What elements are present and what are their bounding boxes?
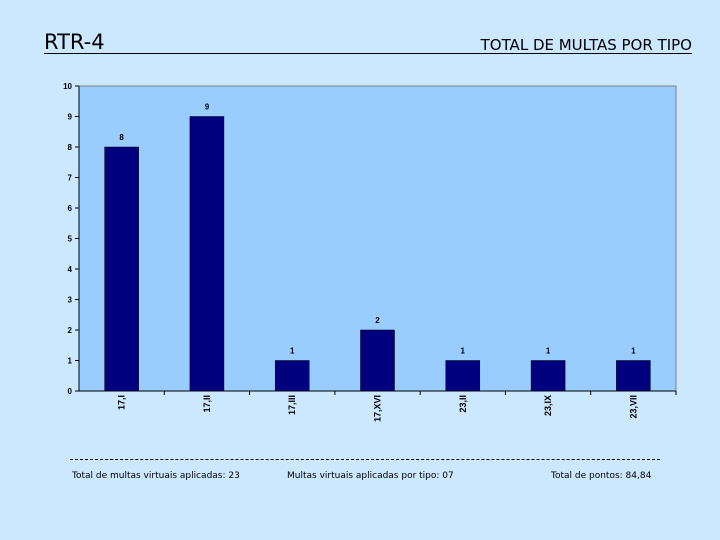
y-tick-label: 0 [68, 387, 73, 396]
slide-title: RTR-4 [44, 30, 105, 54]
x-tick-label: 17,II [202, 395, 212, 413]
y-tick-label: 1 [68, 357, 73, 366]
bar [530, 360, 566, 392]
footer-total-pontos: Total de pontos: 84,84 [551, 471, 652, 481]
bar [616, 360, 651, 392]
x-tick-label: 17,III [287, 395, 297, 415]
x-tick-label: 17,I [117, 395, 127, 410]
data-label: 2 [375, 316, 380, 325]
y-tick-label: 7 [68, 174, 73, 183]
bar [189, 116, 225, 392]
y-tick-label: 10 [63, 82, 72, 91]
bar [445, 360, 481, 392]
y-tick-label: 5 [68, 235, 73, 244]
bar-chart: 0 1 2 3 4 5 6 7 8 9 10 8 17,I 9 17,II 1 17,III 2 17,XVI 1 23… [63, 82, 677, 422]
y-tick-label: 8 [68, 143, 73, 152]
data-label: 1 [631, 347, 636, 356]
data-label: 9 [205, 103, 210, 112]
y-tick-label: 9 [68, 113, 73, 122]
footer-rule [70, 459, 660, 460]
x-tick-label: 23,IX [543, 395, 553, 416]
footer-total-multas: Total de multas virtuais aplicadas: 23 [72, 471, 240, 481]
y-tick-label: 6 [68, 204, 73, 213]
bar [104, 146, 139, 392]
x-tick-label: 23,VII [628, 395, 638, 419]
x-tick-label: 17,XVI [373, 395, 383, 422]
header-rule [44, 53, 692, 54]
y-tick-label: 2 [68, 326, 73, 335]
bar [360, 329, 395, 392]
footer-multas-por-tipo: Multas virtuais aplicadas por tipo: 07 [287, 471, 454, 481]
chart-heading: TOTAL DE MULTAS POR TIPO [480, 36, 692, 54]
y-tick-label: 3 [68, 296, 73, 305]
data-label: 8 [119, 133, 124, 142]
y-tick-label: 4 [68, 265, 73, 274]
data-label: 1 [290, 347, 295, 356]
data-label: 1 [461, 347, 466, 356]
x-tick-label: 23,II [458, 395, 468, 413]
data-label: 1 [546, 347, 551, 356]
bar [274, 360, 310, 392]
